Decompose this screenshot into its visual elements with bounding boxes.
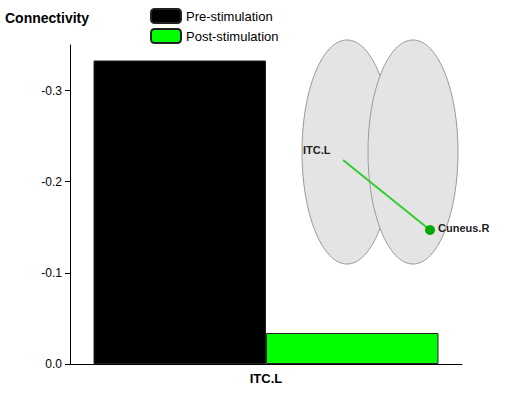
svg-text:0.0: 0.0 xyxy=(45,357,62,371)
svg-text:-0.1: -0.1 xyxy=(41,266,62,280)
svg-text:-0.2: -0.2 xyxy=(41,175,62,189)
svg-text:Connectivity: Connectivity xyxy=(5,10,89,26)
svg-text:ITC.L: ITC.L xyxy=(250,371,283,386)
svg-text:Pre-stimulation: Pre-stimulation xyxy=(186,9,273,24)
svg-text:Cuneus.R: Cuneus.R xyxy=(438,222,489,234)
svg-text:ITC.L: ITC.L xyxy=(303,144,331,156)
svg-text:Post-stimulation: Post-stimulation xyxy=(186,29,278,44)
svg-text:-0.3: -0.3 xyxy=(41,84,62,98)
